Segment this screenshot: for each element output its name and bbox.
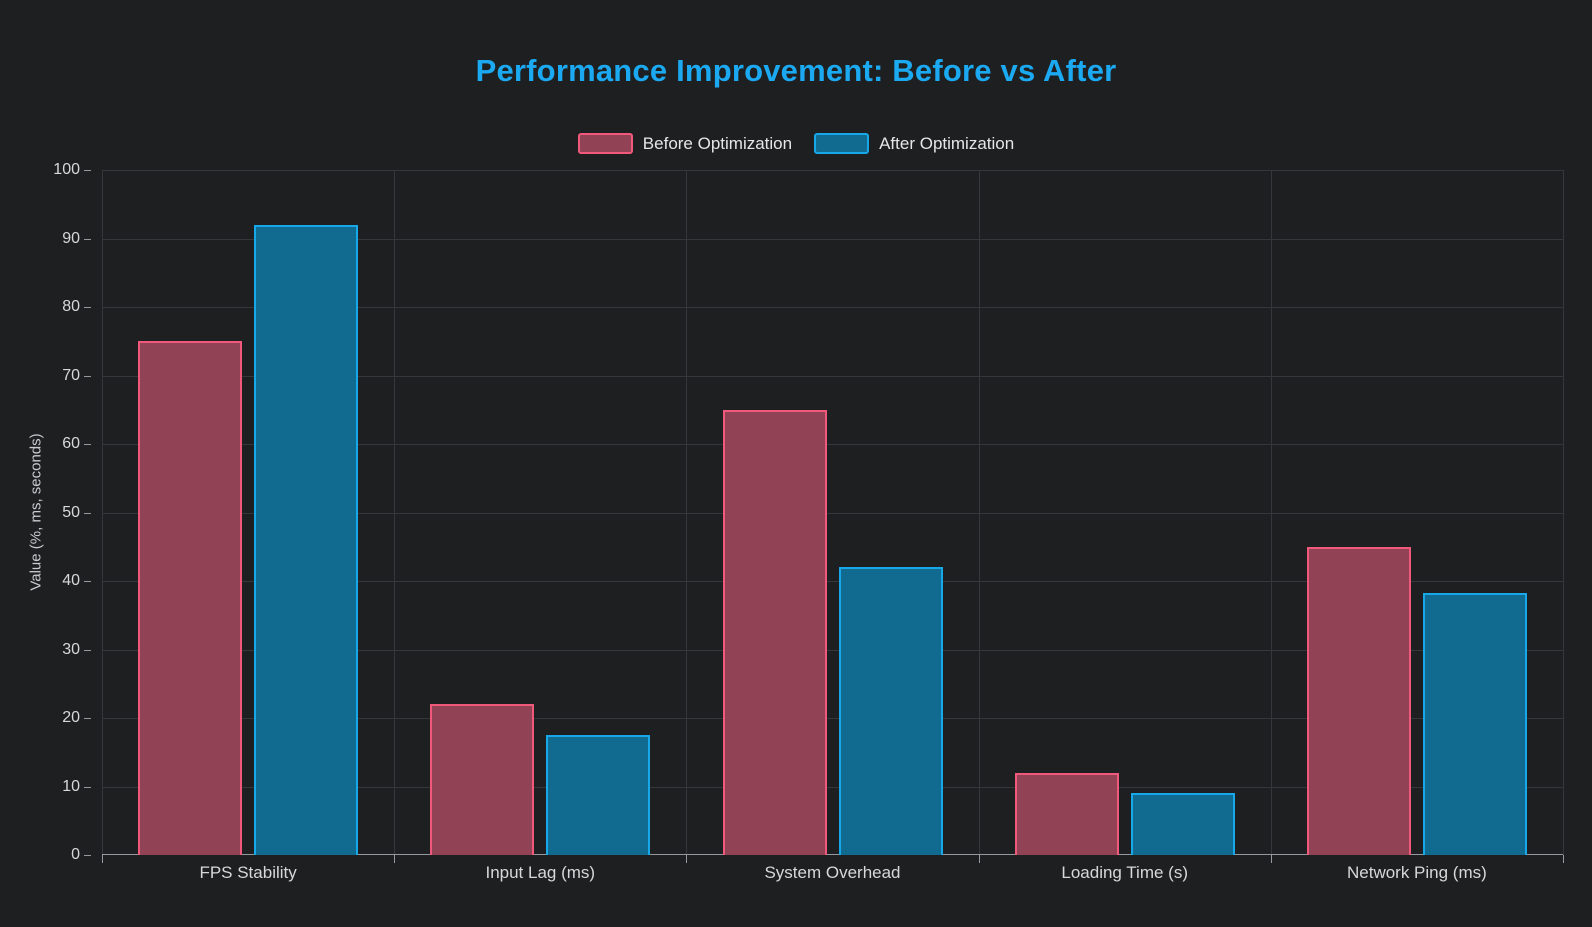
legend-swatch [577, 133, 633, 154]
bar[interactable] [1422, 592, 1527, 855]
gridline-h [102, 786, 1563, 788]
chart-title: Performance Improvement: Before vs After [475, 53, 1117, 88]
bar[interactable] [430, 704, 535, 855]
gridline-h [102, 581, 1563, 582]
x-tick [686, 855, 688, 863]
x-axis-line [102, 854, 1563, 855]
gridline-v [686, 170, 688, 855]
y-tick-label: 100 [53, 161, 80, 178]
gridline-v [1270, 170, 1272, 855]
x-tick [1270, 855, 1272, 863]
gridline-h [102, 307, 1563, 308]
y-tick [84, 307, 91, 308]
gridline-v [978, 170, 980, 855]
bar[interactable] [1014, 772, 1119, 855]
y-tick-label: 90 [62, 229, 80, 247]
y-tick-label: 60 [62, 435, 80, 452]
x-tick [1563, 855, 1564, 863]
y-tick [84, 786, 91, 788]
gridline-h [102, 170, 1563, 171]
bar[interactable] [722, 409, 827, 855]
gridline-h [102, 649, 1563, 651]
y-tick [84, 375, 91, 377]
gridline-v [1563, 170, 1564, 855]
y-tick-label: 70 [62, 366, 80, 384]
legend-item[interactable]: After Optimization [814, 133, 1014, 154]
y-tick-label: 0 [71, 846, 80, 863]
y-tick [84, 855, 91, 856]
gridline-h [102, 238, 1563, 240]
y-tick-label: 40 [62, 572, 80, 589]
gridline-h [102, 375, 1563, 377]
gridline-v [102, 170, 103, 855]
y-tick [84, 512, 91, 514]
bar[interactable] [1306, 546, 1411, 855]
y-tick [84, 444, 91, 445]
x-category-label: Network Ping (ms) [1346, 863, 1487, 882]
y-tick-label: 30 [62, 640, 80, 658]
y-tick [84, 581, 91, 582]
y-tick [84, 238, 91, 240]
bar[interactable] [138, 341, 243, 855]
legend-label: After Optimization [879, 133, 1015, 153]
bar[interactable] [838, 567, 943, 855]
y-tick [84, 649, 91, 651]
gridline-h [102, 444, 1563, 445]
y-tick-label: 20 [62, 709, 80, 726]
x-category-label: Loading Time (s) [1061, 863, 1188, 882]
bar[interactable] [546, 735, 651, 855]
gridline-v [394, 170, 396, 855]
gridline-h [102, 718, 1563, 719]
x-tick [102, 855, 103, 863]
gridline-h [102, 512, 1563, 514]
bar[interactable] [1130, 793, 1235, 855]
x-category-label: System Overhead [764, 863, 901, 882]
x-tick [394, 855, 396, 863]
y-tick-label: 10 [62, 777, 80, 795]
y-tick [84, 170, 91, 171]
x-tick [978, 855, 980, 863]
y-tick-label: 80 [62, 298, 80, 315]
y-tick-label: 50 [62, 503, 80, 521]
legend-item[interactable]: Before Optimization [577, 133, 793, 154]
legend-label: Before Optimization [642, 133, 793, 153]
legend-swatch [814, 133, 870, 154]
x-category-label: Input Lag (ms) [485, 863, 596, 882]
plot-area [102, 170, 1564, 863]
bar[interactable] [254, 224, 359, 855]
x-category-label: FPS Stability [199, 863, 297, 882]
y-tick [84, 718, 91, 719]
legend: Before Optimization After Optimization [0, 133, 1592, 154]
